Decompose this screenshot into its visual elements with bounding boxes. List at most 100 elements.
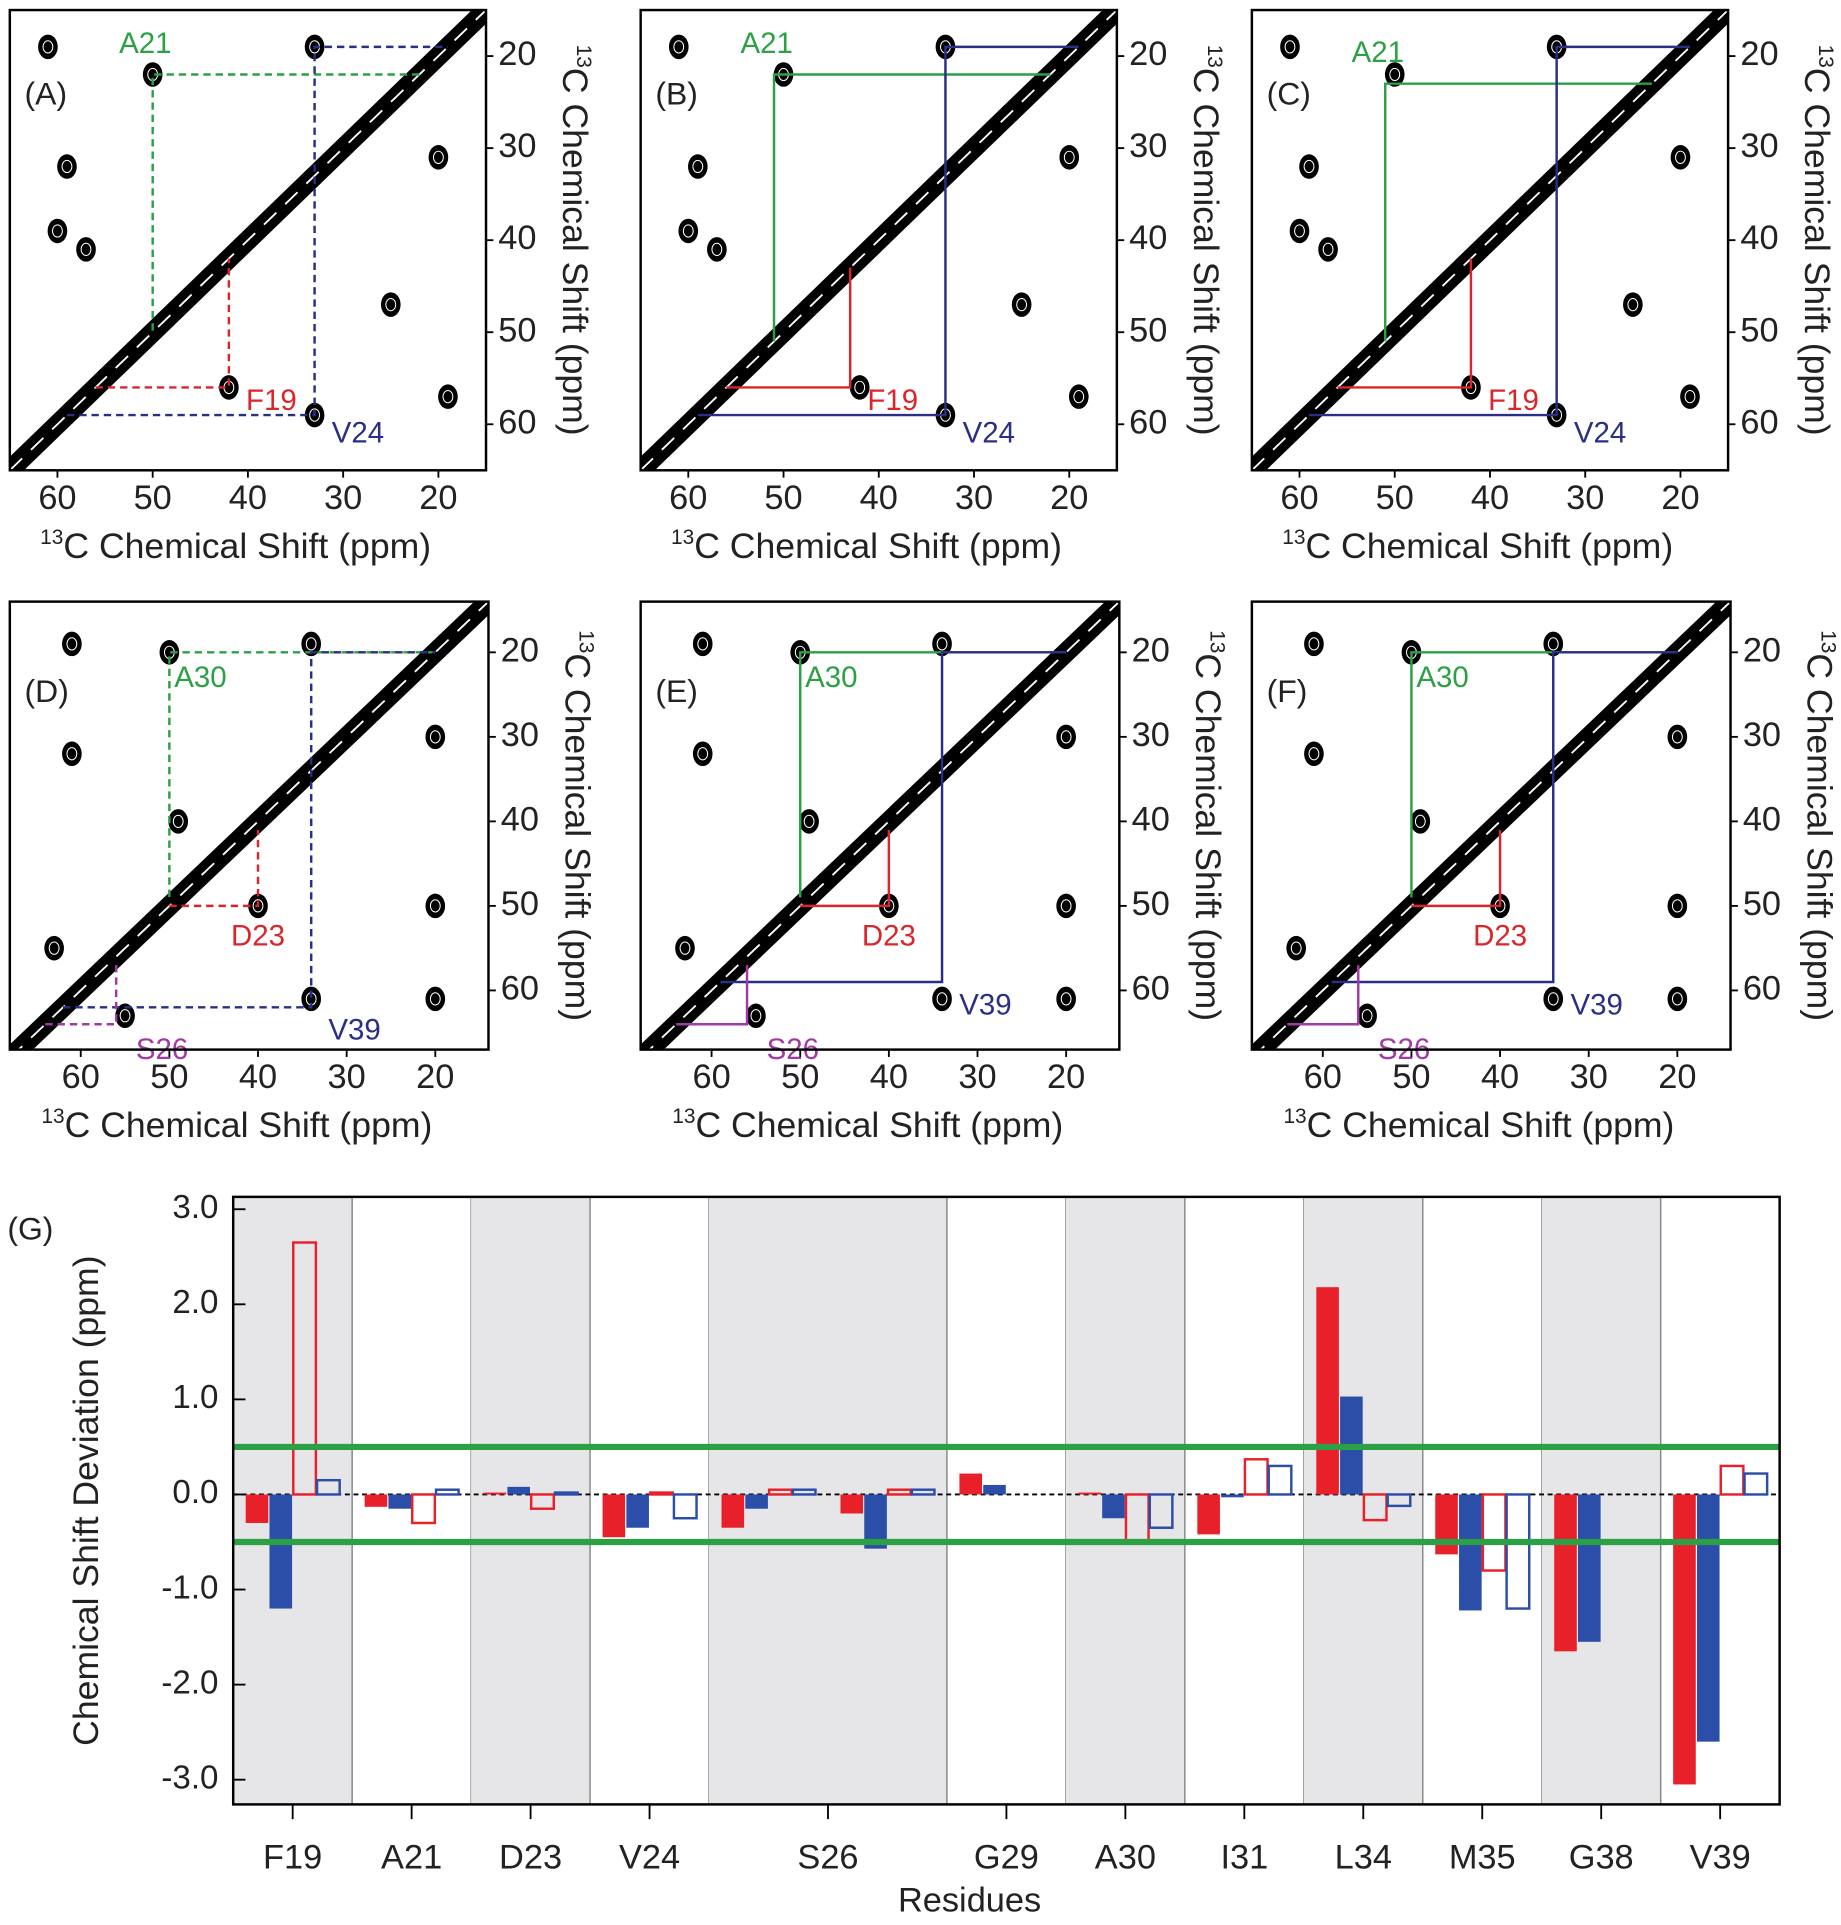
x-tick-label: 30 — [1566, 479, 1604, 517]
x-tick-label: 60 — [1304, 1058, 1342, 1096]
x-axis-label: 13C Chemical Shift (ppm) — [1282, 525, 1673, 566]
bar — [648, 1491, 674, 1496]
cross-peak — [678, 218, 699, 244]
bar — [959, 1473, 983, 1495]
spectrum — [1251, 601, 1731, 1050]
cross-peak — [62, 741, 82, 767]
bar — [1267, 1464, 1293, 1496]
contour — [673, 40, 685, 54]
y-tick-label: 50 — [498, 311, 536, 349]
cross-peak — [1056, 724, 1076, 750]
x-axis-label: 13C Chemical Shift (ppm) — [672, 1105, 1063, 1146]
x-tick-label: 50 — [150, 1058, 188, 1096]
contour — [1073, 390, 1085, 404]
bar — [864, 1494, 887, 1549]
contour — [429, 730, 441, 744]
panel-label: (C) — [1267, 75, 1311, 111]
y-tick-label: 30 — [498, 127, 536, 165]
cross-peak — [1384, 62, 1405, 87]
superscript: 13 — [1283, 1105, 1306, 1128]
bar — [1673, 1494, 1696, 1785]
bar — [483, 1492, 507, 1495]
cross-peak — [38, 34, 58, 60]
x-tick-label: A30 — [1095, 1839, 1156, 1877]
label-text: C Chemical Shift (ppm) — [1797, 68, 1837, 436]
x-tick-label: 40 — [1471, 479, 1509, 517]
bar — [388, 1494, 412, 1509]
label-text: C Chemical Shift (ppm) — [1188, 653, 1228, 1021]
x-tick-label: D23 — [499, 1839, 562, 1877]
contour — [119, 1009, 131, 1023]
x-tick-label: 20 — [416, 1058, 454, 1096]
x-tick-label: 50 — [1376, 479, 1414, 517]
y-tick-label: 20 — [501, 631, 539, 669]
cross-peak — [219, 375, 239, 400]
superscript: 13 — [575, 630, 598, 653]
x-tick-label: 20 — [1661, 479, 1699, 517]
spectrum — [640, 601, 1120, 1050]
cross-peak — [159, 640, 180, 665]
bar — [840, 1494, 864, 1514]
y-tick-label: -2.0 — [161, 1664, 218, 1701]
contour — [750, 1009, 762, 1023]
x-tick-label: F19 — [263, 1839, 322, 1877]
x-tick-label: I31 — [1220, 1839, 1268, 1877]
cross-peak — [1011, 292, 1032, 317]
bar — [410, 1493, 437, 1525]
x-tick-label: 50 — [1392, 1058, 1430, 1096]
contour — [1627, 297, 1639, 312]
cross-peak — [1670, 145, 1691, 170]
peak-label: A30 — [805, 661, 857, 694]
y-tick-label: 40 — [501, 800, 539, 838]
y-tick-label: -3.0 — [161, 1759, 218, 1796]
superscript: 13 — [1815, 45, 1838, 68]
panel-label: (F) — [1267, 673, 1308, 709]
assignment-line — [1337, 258, 1473, 389]
y-axis-label: 13C Chemical Shift (ppm) — [1188, 630, 1229, 1021]
cross-peak — [692, 631, 713, 657]
contour — [1284, 40, 1296, 54]
contour — [1671, 992, 1683, 1006]
peak-label: D23 — [1473, 920, 1527, 953]
x-axis-label: 13C Chemical Shift (ppm) — [41, 1105, 432, 1146]
contour — [1060, 899, 1072, 913]
cross-peak — [1357, 1003, 1377, 1029]
bar — [553, 1491, 579, 1496]
contour — [1684, 390, 1696, 404]
x-tick-label: 40 — [860, 479, 898, 517]
cross-peak — [301, 631, 322, 657]
assignment-line — [1383, 82, 1652, 342]
x-tick-label: M35 — [1449, 1839, 1516, 1877]
cross-peak — [62, 631, 82, 657]
x-axis-label: 13C Chemical Shift (ppm) — [671, 525, 1062, 566]
diagonal-inner — [9, 10, 487, 471]
y-tick-label: 50 — [1129, 311, 1167, 349]
y-tick-label: 50 — [501, 885, 539, 923]
contour — [66, 747, 78, 761]
cross-peak — [692, 741, 713, 767]
assignment-line — [1331, 651, 1678, 984]
x-tick-label: 50 — [764, 479, 802, 517]
contour — [1361, 1009, 1373, 1023]
y-axis-label: 13C Chemical Shift (ppm) — [555, 45, 596, 436]
contour — [1547, 637, 1559, 651]
cross-peak — [57, 154, 77, 179]
spectrum — [9, 10, 487, 471]
y-tick-label: 60 — [498, 403, 536, 441]
assignment-line — [697, 45, 1079, 417]
cross-peak — [675, 935, 695, 961]
peak-label: A30 — [1416, 661, 1468, 694]
contour — [252, 899, 264, 913]
cross-peak — [1299, 154, 1319, 179]
x-tick-label: G29 — [974, 1839, 1039, 1877]
cross-peak — [1543, 631, 1564, 657]
cross-peak — [1543, 986, 1564, 1012]
contour — [936, 992, 948, 1006]
bar — [1578, 1494, 1601, 1642]
label-text: C Chemical Shift (ppm) — [1305, 526, 1673, 566]
y-tick-label: 20 — [498, 35, 536, 73]
cross-peak — [1059, 145, 1080, 170]
y-tick-label: 40 — [1743, 800, 1781, 838]
